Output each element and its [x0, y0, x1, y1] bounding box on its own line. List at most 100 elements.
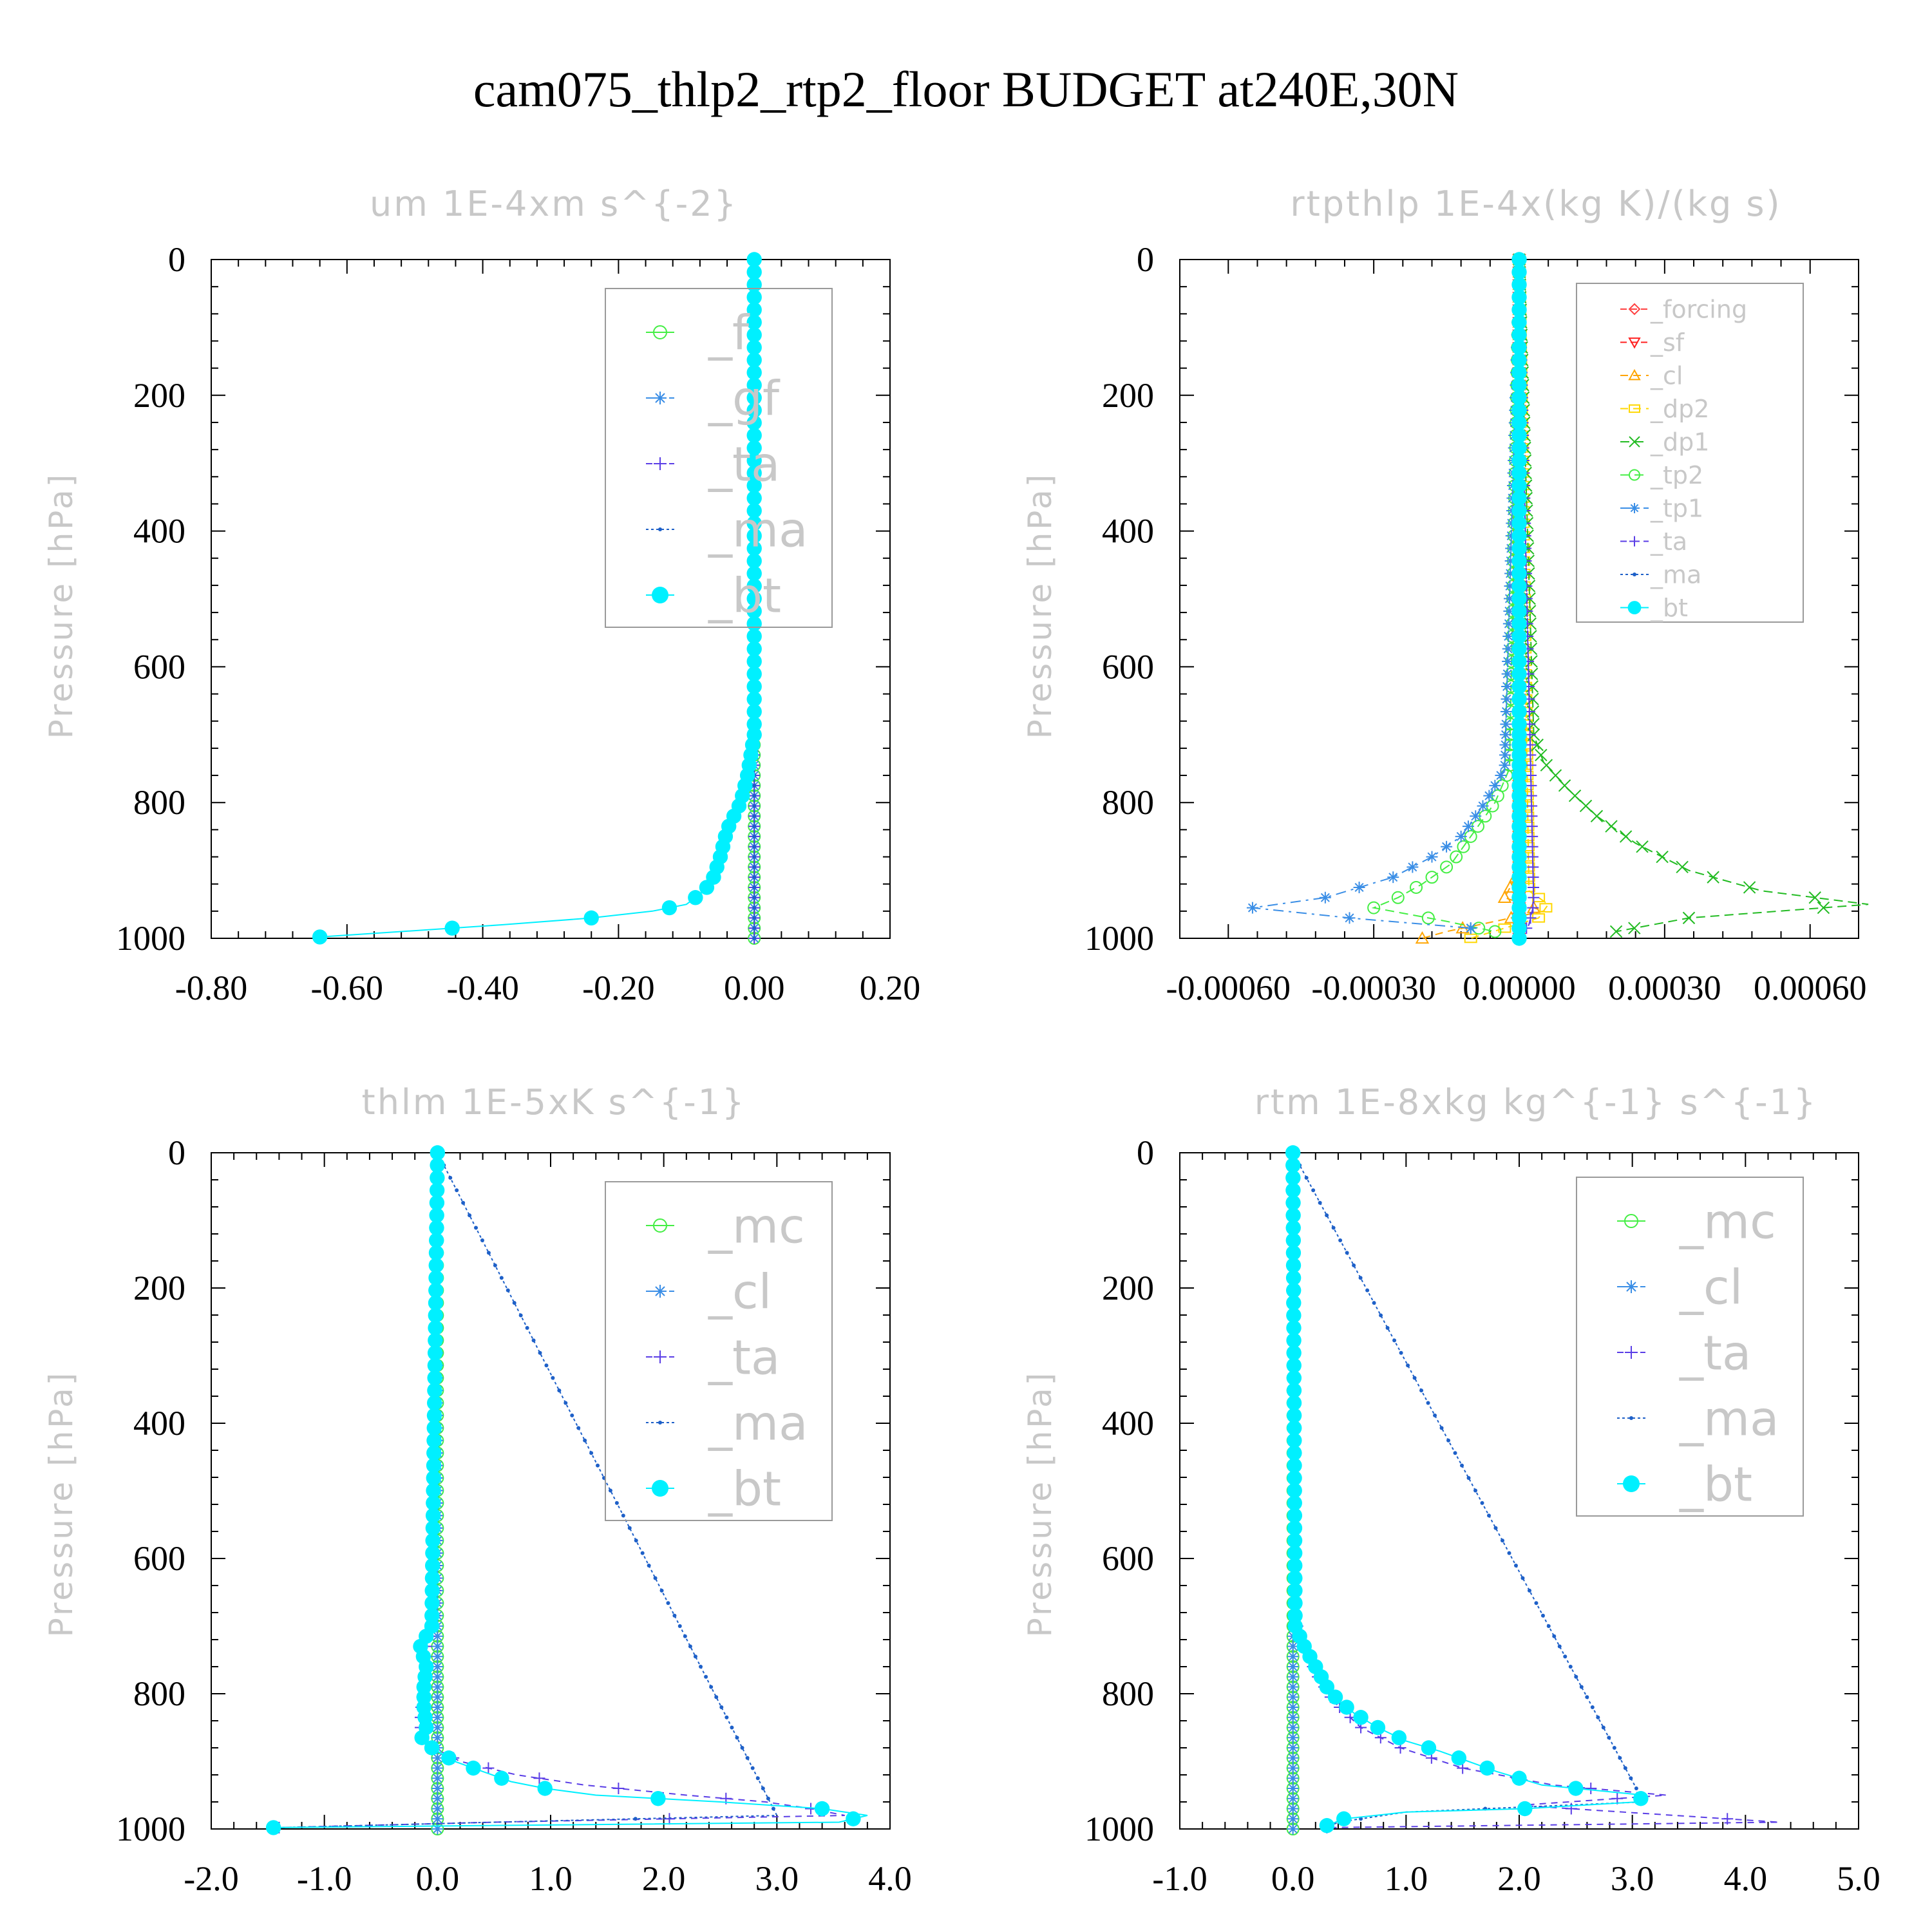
- data-point: [1585, 1695, 1589, 1700]
- x-tick-label: 2.0: [1497, 1859, 1541, 1898]
- data-point: [1285, 1182, 1301, 1198]
- y-tick-label: 200: [1102, 1269, 1154, 1307]
- data-point: [431, 1772, 444, 1785]
- data-point: [1480, 1501, 1484, 1505]
- data-point: [1287, 1508, 1303, 1524]
- data-point: [672, 1613, 677, 1618]
- data-point: [1287, 1762, 1299, 1774]
- data-point: [654, 457, 667, 470]
- data-point: [1365, 1288, 1370, 1293]
- legend-label: _cl: [1650, 362, 1683, 390]
- data-point: [1487, 1513, 1491, 1518]
- data-point: [424, 1570, 440, 1586]
- data-point: [1287, 1661, 1299, 1672]
- data-point: [1625, 1280, 1638, 1293]
- data-point: [608, 1488, 612, 1493]
- data-point: [1743, 881, 1756, 894]
- data-point: [1440, 860, 1454, 874]
- x-tick-label: 1.0: [1385, 1859, 1428, 1898]
- data-point: [1457, 840, 1470, 853]
- data-point: [1453, 1451, 1457, 1455]
- data-point: [1526, 830, 1539, 842]
- data-point: [1500, 705, 1512, 717]
- data-point: [1286, 1345, 1302, 1361]
- data-point: [1511, 553, 1527, 569]
- data-point: [480, 1238, 484, 1242]
- data-point: [688, 1644, 692, 1649]
- x-tick-label: -2.0: [184, 1859, 238, 1898]
- data-point: [1287, 1420, 1302, 1436]
- legend-item: _cl: [1617, 1260, 1743, 1316]
- data-point: [431, 1691, 444, 1703]
- data-point: [746, 641, 762, 657]
- y-tick-label: 1000: [116, 1810, 185, 1848]
- data-point: [746, 465, 762, 481]
- data-point: [431, 1752, 444, 1764]
- data-point: [426, 1495, 441, 1511]
- data-point: [1287, 1482, 1302, 1499]
- data-point: [1511, 616, 1527, 632]
- data-point: [746, 377, 762, 393]
- series-line: [319, 260, 755, 938]
- data-point: [1511, 565, 1527, 582]
- x-tick-label: 0.00060: [1754, 969, 1867, 1007]
- data-point: [1421, 911, 1435, 925]
- x-tick-label: 4.0: [1724, 1859, 1768, 1898]
- data-point: [677, 1624, 682, 1628]
- data-point: [1511, 465, 1527, 481]
- data-point: [1558, 779, 1571, 792]
- y-tick-label: 0: [1137, 1133, 1154, 1172]
- data-point: [752, 855, 757, 859]
- data-point: [634, 1539, 638, 1543]
- data-point: [1499, 759, 1511, 772]
- data-point: [766, 1796, 770, 1801]
- x-tick-label: -0.80: [175, 969, 247, 1007]
- data-point: [429, 1182, 445, 1198]
- data-point: [1511, 503, 1527, 518]
- data-point: [538, 1350, 542, 1355]
- series-ma: [1291, 1151, 1645, 1830]
- legend: _mc _cl _ta _ma _bt: [1576, 1177, 1804, 1517]
- series-bt: [265, 1145, 868, 1835]
- data-point: [1287, 1721, 1299, 1734]
- data-point: [1526, 810, 1538, 822]
- data-point: [752, 895, 757, 900]
- legend-label: _ma: [708, 503, 808, 558]
- data-point: [752, 793, 757, 798]
- data-point: [1511, 666, 1527, 682]
- data-point: [493, 1263, 497, 1267]
- data-point: [1287, 1752, 1299, 1764]
- data-point: [1721, 1813, 1734, 1825]
- data-point: [1287, 1570, 1303, 1586]
- data-point: [1372, 1301, 1376, 1305]
- data-point: [1511, 440, 1527, 456]
- data-point: [1287, 1520, 1303, 1536]
- data-point: [1483, 790, 1495, 802]
- data-point: [746, 252, 762, 267]
- data-point: [455, 1188, 459, 1193]
- data-point: [1479, 1760, 1495, 1776]
- data-point: [688, 890, 703, 905]
- data-point: [1524, 759, 1537, 772]
- data-point: [1287, 1681, 1299, 1693]
- data-point: [746, 289, 762, 305]
- data-point: [752, 865, 757, 869]
- data-point: [1286, 1320, 1302, 1336]
- data-point: [1352, 1263, 1356, 1267]
- data-point: [1505, 542, 1517, 554]
- data-point: [658, 1421, 662, 1425]
- data-point: [1285, 1157, 1301, 1173]
- data-point: [746, 591, 762, 607]
- x-tick-label: 1.0: [529, 1859, 573, 1898]
- y-tick-label: 200: [133, 1269, 185, 1307]
- data-point: [431, 1732, 444, 1744]
- data-point: [1287, 1792, 1299, 1804]
- data-point: [583, 910, 599, 926]
- y-axis-label: Pressure [hPa]: [43, 1370, 80, 1638]
- y-tick-label: 1000: [1084, 919, 1154, 958]
- data-point: [1287, 1640, 1299, 1653]
- data-point: [704, 1674, 708, 1679]
- series-bt: [1511, 252, 1527, 946]
- data-point: [1579, 799, 1593, 813]
- data-point: [1446, 1438, 1451, 1443]
